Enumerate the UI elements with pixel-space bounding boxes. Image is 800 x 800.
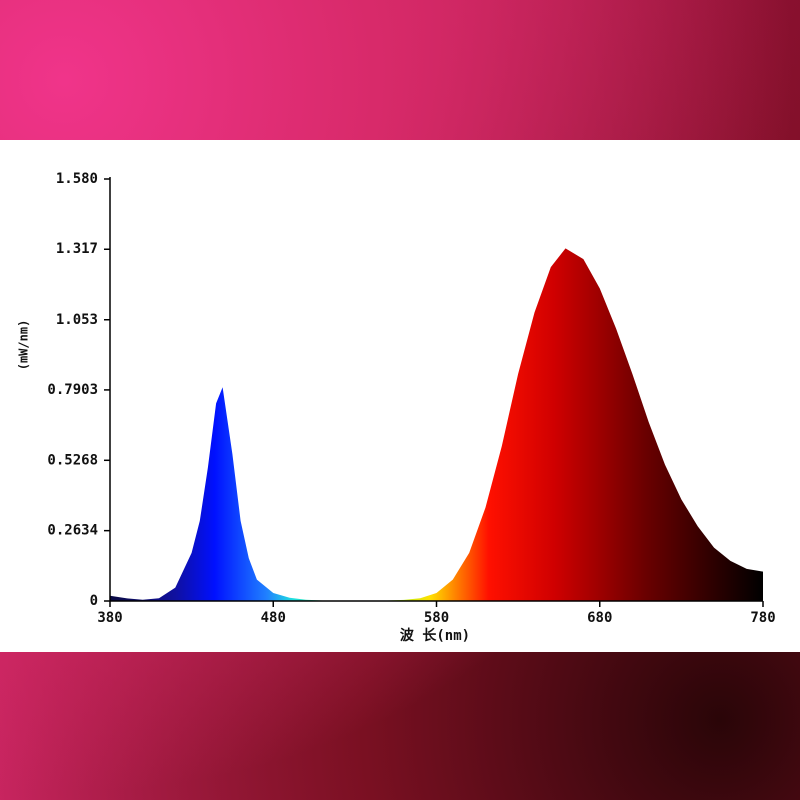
x-axis-label: 波 长(nm) bbox=[400, 627, 470, 644]
spectrum-area bbox=[110, 248, 763, 601]
x-tick-label: 680 bbox=[587, 610, 612, 626]
x-tick-label: 780 bbox=[750, 610, 775, 626]
x-tick-label: 580 bbox=[424, 610, 449, 626]
y-tick-label: 0.5268 bbox=[47, 452, 98, 468]
x-tick-label: 480 bbox=[261, 610, 286, 626]
y-tick-label: 0.2634 bbox=[47, 523, 98, 539]
y-axis-label: (mW/nm) bbox=[17, 320, 31, 371]
y-tick-label: 1.580 bbox=[56, 171, 98, 187]
y-tick-label: 1.053 bbox=[56, 312, 98, 328]
y-tick-label: 1.317 bbox=[56, 241, 98, 257]
y-tick-label: 0.7903 bbox=[47, 382, 98, 398]
x-tick-label: 380 bbox=[97, 610, 122, 626]
y-tick-label: 0 bbox=[90, 593, 98, 609]
